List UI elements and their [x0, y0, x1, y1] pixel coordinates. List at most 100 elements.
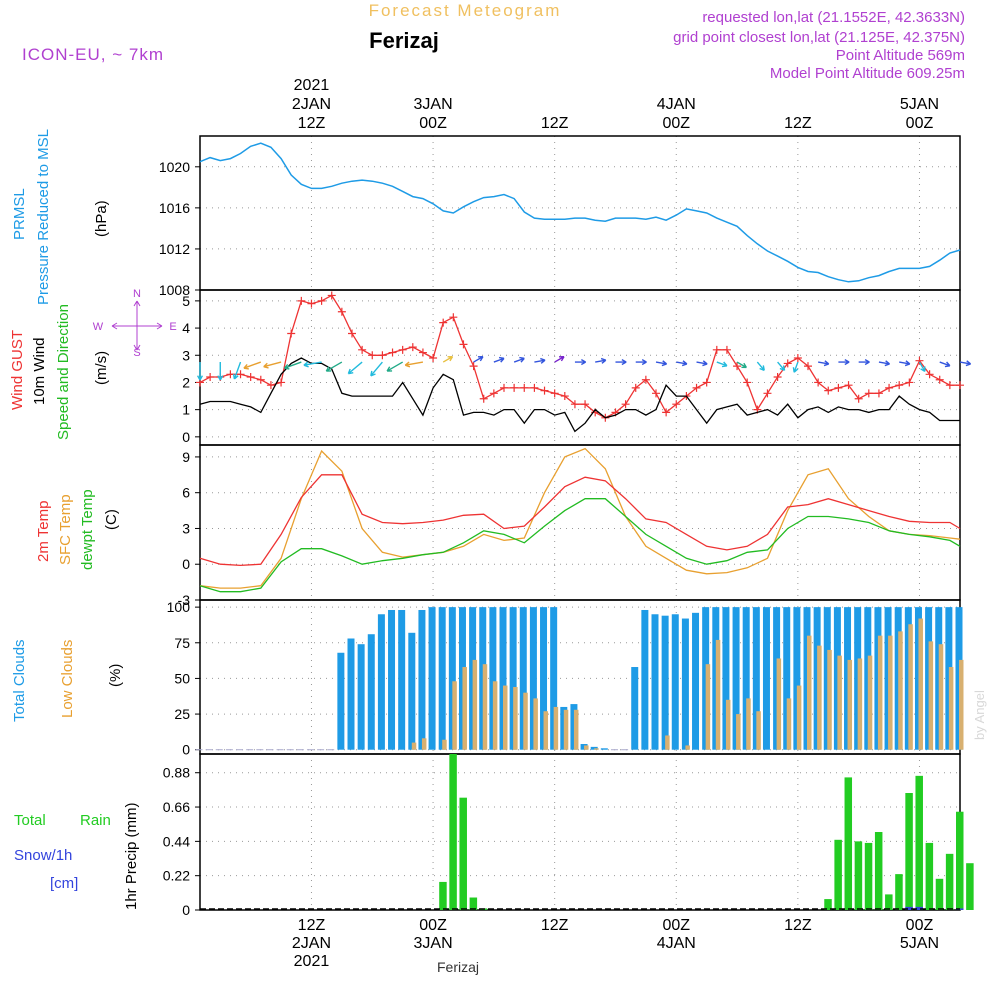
total-cloud-bar	[367, 634, 375, 750]
low-clouds-label: Low Clouds	[59, 640, 76, 718]
rain-bar	[469, 897, 478, 910]
low-cloud-bar	[847, 659, 853, 750]
y-tick-label: 3	[182, 520, 190, 536]
gust-point	[418, 348, 427, 357]
y-tick-label: 1012	[159, 241, 190, 257]
pressure-unit: (hPa)	[93, 200, 110, 237]
dewpt-temp-label: dewpt Temp	[79, 489, 96, 570]
wind-panel-labels: Wind GUST 10m Wind Speed and Direction (…	[9, 288, 177, 440]
low-cloud-bar	[898, 631, 903, 750]
low-cloud-bar	[492, 681, 498, 750]
bottom-time-label: 00Z	[662, 917, 690, 934]
y-tick-label: 100	[167, 599, 191, 615]
gust-point	[368, 351, 377, 360]
rain-bar	[874, 832, 883, 910]
bottom-time-label: 2021	[294, 953, 330, 970]
wind-direction-arrow	[676, 360, 688, 367]
total-cloud-bar	[631, 667, 639, 750]
gust-point	[439, 318, 448, 327]
total-cloud-bar	[742, 607, 750, 750]
total-cloud-bar	[590, 746, 598, 750]
gust-point	[317, 296, 326, 305]
top-time-label: 5JAN	[900, 96, 939, 113]
top-time-label: 12Z	[784, 115, 812, 132]
wind-direction-arrow	[736, 361, 748, 369]
gust-point	[834, 383, 843, 392]
total-cloud-bar	[641, 609, 649, 750]
y-tick-label: 1016	[159, 200, 190, 216]
bottom-time-label: 12Z	[541, 917, 569, 934]
pressure-msl-label: Pressure Reduced to MSL	[35, 129, 52, 305]
total-cloud-bar	[418, 609, 426, 750]
precip-panel: 0 0.22 0.44 0.66 0.88	[163, 753, 974, 918]
wind-direction-arrow	[615, 359, 627, 366]
sfc-temp-line	[199, 447, 961, 589]
wind-direction-arrow	[595, 357, 607, 364]
total-cloud-bar	[357, 644, 365, 750]
rain-bar	[824, 899, 832, 910]
total-cloud-bar	[752, 607, 760, 750]
gust-point	[398, 345, 407, 354]
compass-n: N	[133, 288, 141, 300]
temp-panel-labels: 2m Temp SFC Temp dewpt Temp (C)	[35, 489, 120, 570]
low-cloud-bar	[908, 624, 913, 750]
total-cloud-bar	[377, 614, 385, 750]
y-tick-label: 0.44	[163, 833, 190, 849]
rain-bar	[935, 878, 944, 910]
gust-point	[773, 373, 782, 382]
wind-direction-arrow	[404, 361, 424, 368]
bottom-time-label: 5JAN	[900, 935, 939, 952]
total-label: Total	[14, 812, 46, 829]
gust-point	[378, 351, 387, 360]
gust-point	[256, 375, 265, 384]
low-cloud-bar	[857, 658, 863, 750]
low-cloud-bar	[482, 664, 488, 750]
gust-point	[641, 375, 650, 384]
wind-direction-arrow	[513, 356, 525, 363]
pressure-line	[199, 142, 961, 283]
wind-direction-arrow	[325, 361, 343, 372]
speed-direction-label: Speed and Direction	[55, 304, 72, 440]
top-time-label: 00Z	[419, 115, 447, 132]
gust-point	[348, 329, 356, 338]
wind-direction-arrow	[838, 359, 850, 366]
gust-point	[530, 383, 539, 392]
sfc-temp-label: SFC Temp	[57, 494, 74, 565]
compass-s: S	[133, 347, 140, 359]
gust-point	[743, 378, 752, 387]
gust-point	[621, 400, 630, 409]
low-cloud-bar	[533, 698, 538, 750]
gust-point	[956, 381, 964, 390]
gust-point	[388, 348, 397, 357]
low-cloud-bar	[725, 699, 731, 750]
wind-unit: (m/s)	[93, 351, 110, 385]
rain-bar	[885, 894, 893, 910]
gust-point	[307, 299, 316, 308]
10m-wind-label: 10m Wind	[31, 337, 48, 405]
gust-point	[520, 383, 529, 392]
bottom-time-label: 00Z	[906, 917, 934, 934]
rain-bar	[966, 863, 974, 910]
low-cloud-bar	[837, 655, 842, 750]
gust-point	[763, 389, 772, 398]
top-time-label: 12Z	[298, 115, 326, 132]
gust-point	[327, 291, 336, 300]
y-tick-label: 0.66	[163, 799, 190, 815]
total-cloud-bar	[692, 612, 700, 750]
gust-point	[449, 313, 458, 322]
wind-direction-arrow	[635, 359, 647, 366]
total-cloud-bar	[651, 614, 659, 750]
wind-direction-arrow	[217, 362, 224, 381]
rain-bar	[864, 842, 873, 910]
wind-direction-arrow	[196, 362, 204, 381]
total-cloud-bar	[732, 607, 740, 750]
bottom-time-label: 00Z	[419, 917, 447, 934]
snow-unit-label: [cm]	[50, 875, 78, 892]
point-altitude: Point Altitude 569m	[836, 47, 965, 64]
low-cloud-bar	[776, 658, 782, 750]
compass-w: W	[93, 321, 104, 333]
total-cloud-bar	[783, 607, 791, 750]
gust-point	[469, 362, 478, 371]
